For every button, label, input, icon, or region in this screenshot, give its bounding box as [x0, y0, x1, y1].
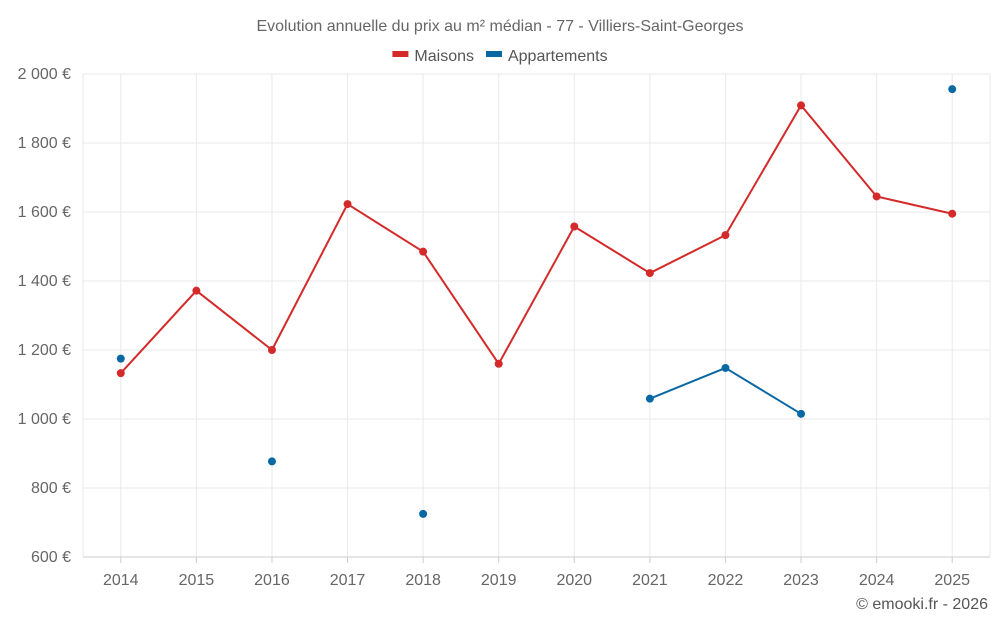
- axes: 600 € 800 € 1 000 € 1 200 € 1 400 € 1 600 € 1 …: [18, 66, 991, 589]
- data-point-maisons[interactable]: [948, 209, 957, 218]
- data-point-maisons[interactable]: [797, 101, 806, 110]
- x-tick-label: 2021: [632, 572, 668, 589]
- data-point-appartements[interactable]: [267, 457, 276, 466]
- y-tick-label: 1 200 €: [18, 342, 71, 359]
- data-point-appartements[interactable]: [797, 409, 806, 418]
- data-point-appartements[interactable]: [721, 363, 730, 372]
- x-tick-label: 2014: [103, 572, 139, 589]
- data-point-maisons[interactable]: [343, 200, 352, 209]
- series: [116, 85, 957, 518]
- y-tick-label: 1 600 €: [18, 204, 71, 221]
- data-point-appartements[interactable]: [948, 85, 957, 94]
- data-point-maisons[interactable]: [116, 369, 125, 378]
- y-tick-label: 1 800 €: [18, 135, 71, 152]
- data-point-appartements[interactable]: [116, 354, 125, 363]
- x-tick-label: 2015: [179, 572, 215, 589]
- y-tick-label: 600 €: [31, 549, 71, 566]
- x-tick-label: 2017: [330, 572, 366, 589]
- legend: Maisons Appartements: [392, 48, 608, 65]
- legend-swatch-appartements[interactable]: [485, 51, 502, 57]
- data-point-maisons[interactable]: [419, 247, 428, 256]
- data-point-maisons[interactable]: [872, 192, 881, 201]
- data-point-maisons[interactable]: [721, 231, 730, 240]
- x-tick-label: 2025: [934, 572, 970, 589]
- data-point-appartements[interactable]: [419, 509, 428, 518]
- y-tick-label: 1 000 €: [18, 411, 71, 428]
- x-tick-label: 2024: [859, 572, 895, 589]
- grid: [83, 73, 990, 558]
- series-maisons: [116, 101, 957, 378]
- series-appartements: [116, 85, 957, 518]
- credit-text: © emooki.fr - 2026: [856, 596, 988, 613]
- chart-title: Evolution annuelle du prix au m² médian …: [256, 18, 743, 35]
- data-point-maisons[interactable]: [570, 222, 579, 231]
- y-tick-label: 1 400 €: [18, 273, 71, 290]
- x-tick-label: 2018: [405, 572, 441, 589]
- legend-label-appartements[interactable]: Appartements: [508, 48, 608, 65]
- data-point-maisons[interactable]: [192, 286, 201, 295]
- x-tick-label: 2019: [481, 572, 517, 589]
- x-tick-label: 2022: [708, 572, 744, 589]
- x-tick-label: 2023: [783, 572, 819, 589]
- data-point-maisons[interactable]: [645, 269, 654, 278]
- series-line-maisons: [120, 104, 953, 374]
- data-point-maisons[interactable]: [494, 359, 503, 368]
- data-point-maisons[interactable]: [267, 346, 276, 354]
- legend-swatch-maisons[interactable]: [392, 51, 409, 57]
- y-tick-label: 2 000 €: [18, 66, 71, 83]
- x-tick-label: 2020: [556, 572, 592, 589]
- x-tick-label: 2016: [254, 572, 290, 589]
- data-point-appartements[interactable]: [645, 394, 654, 403]
- legend-label-maisons[interactable]: Maisons: [414, 48, 474, 65]
- y-tick-label: 800 €: [31, 480, 71, 497]
